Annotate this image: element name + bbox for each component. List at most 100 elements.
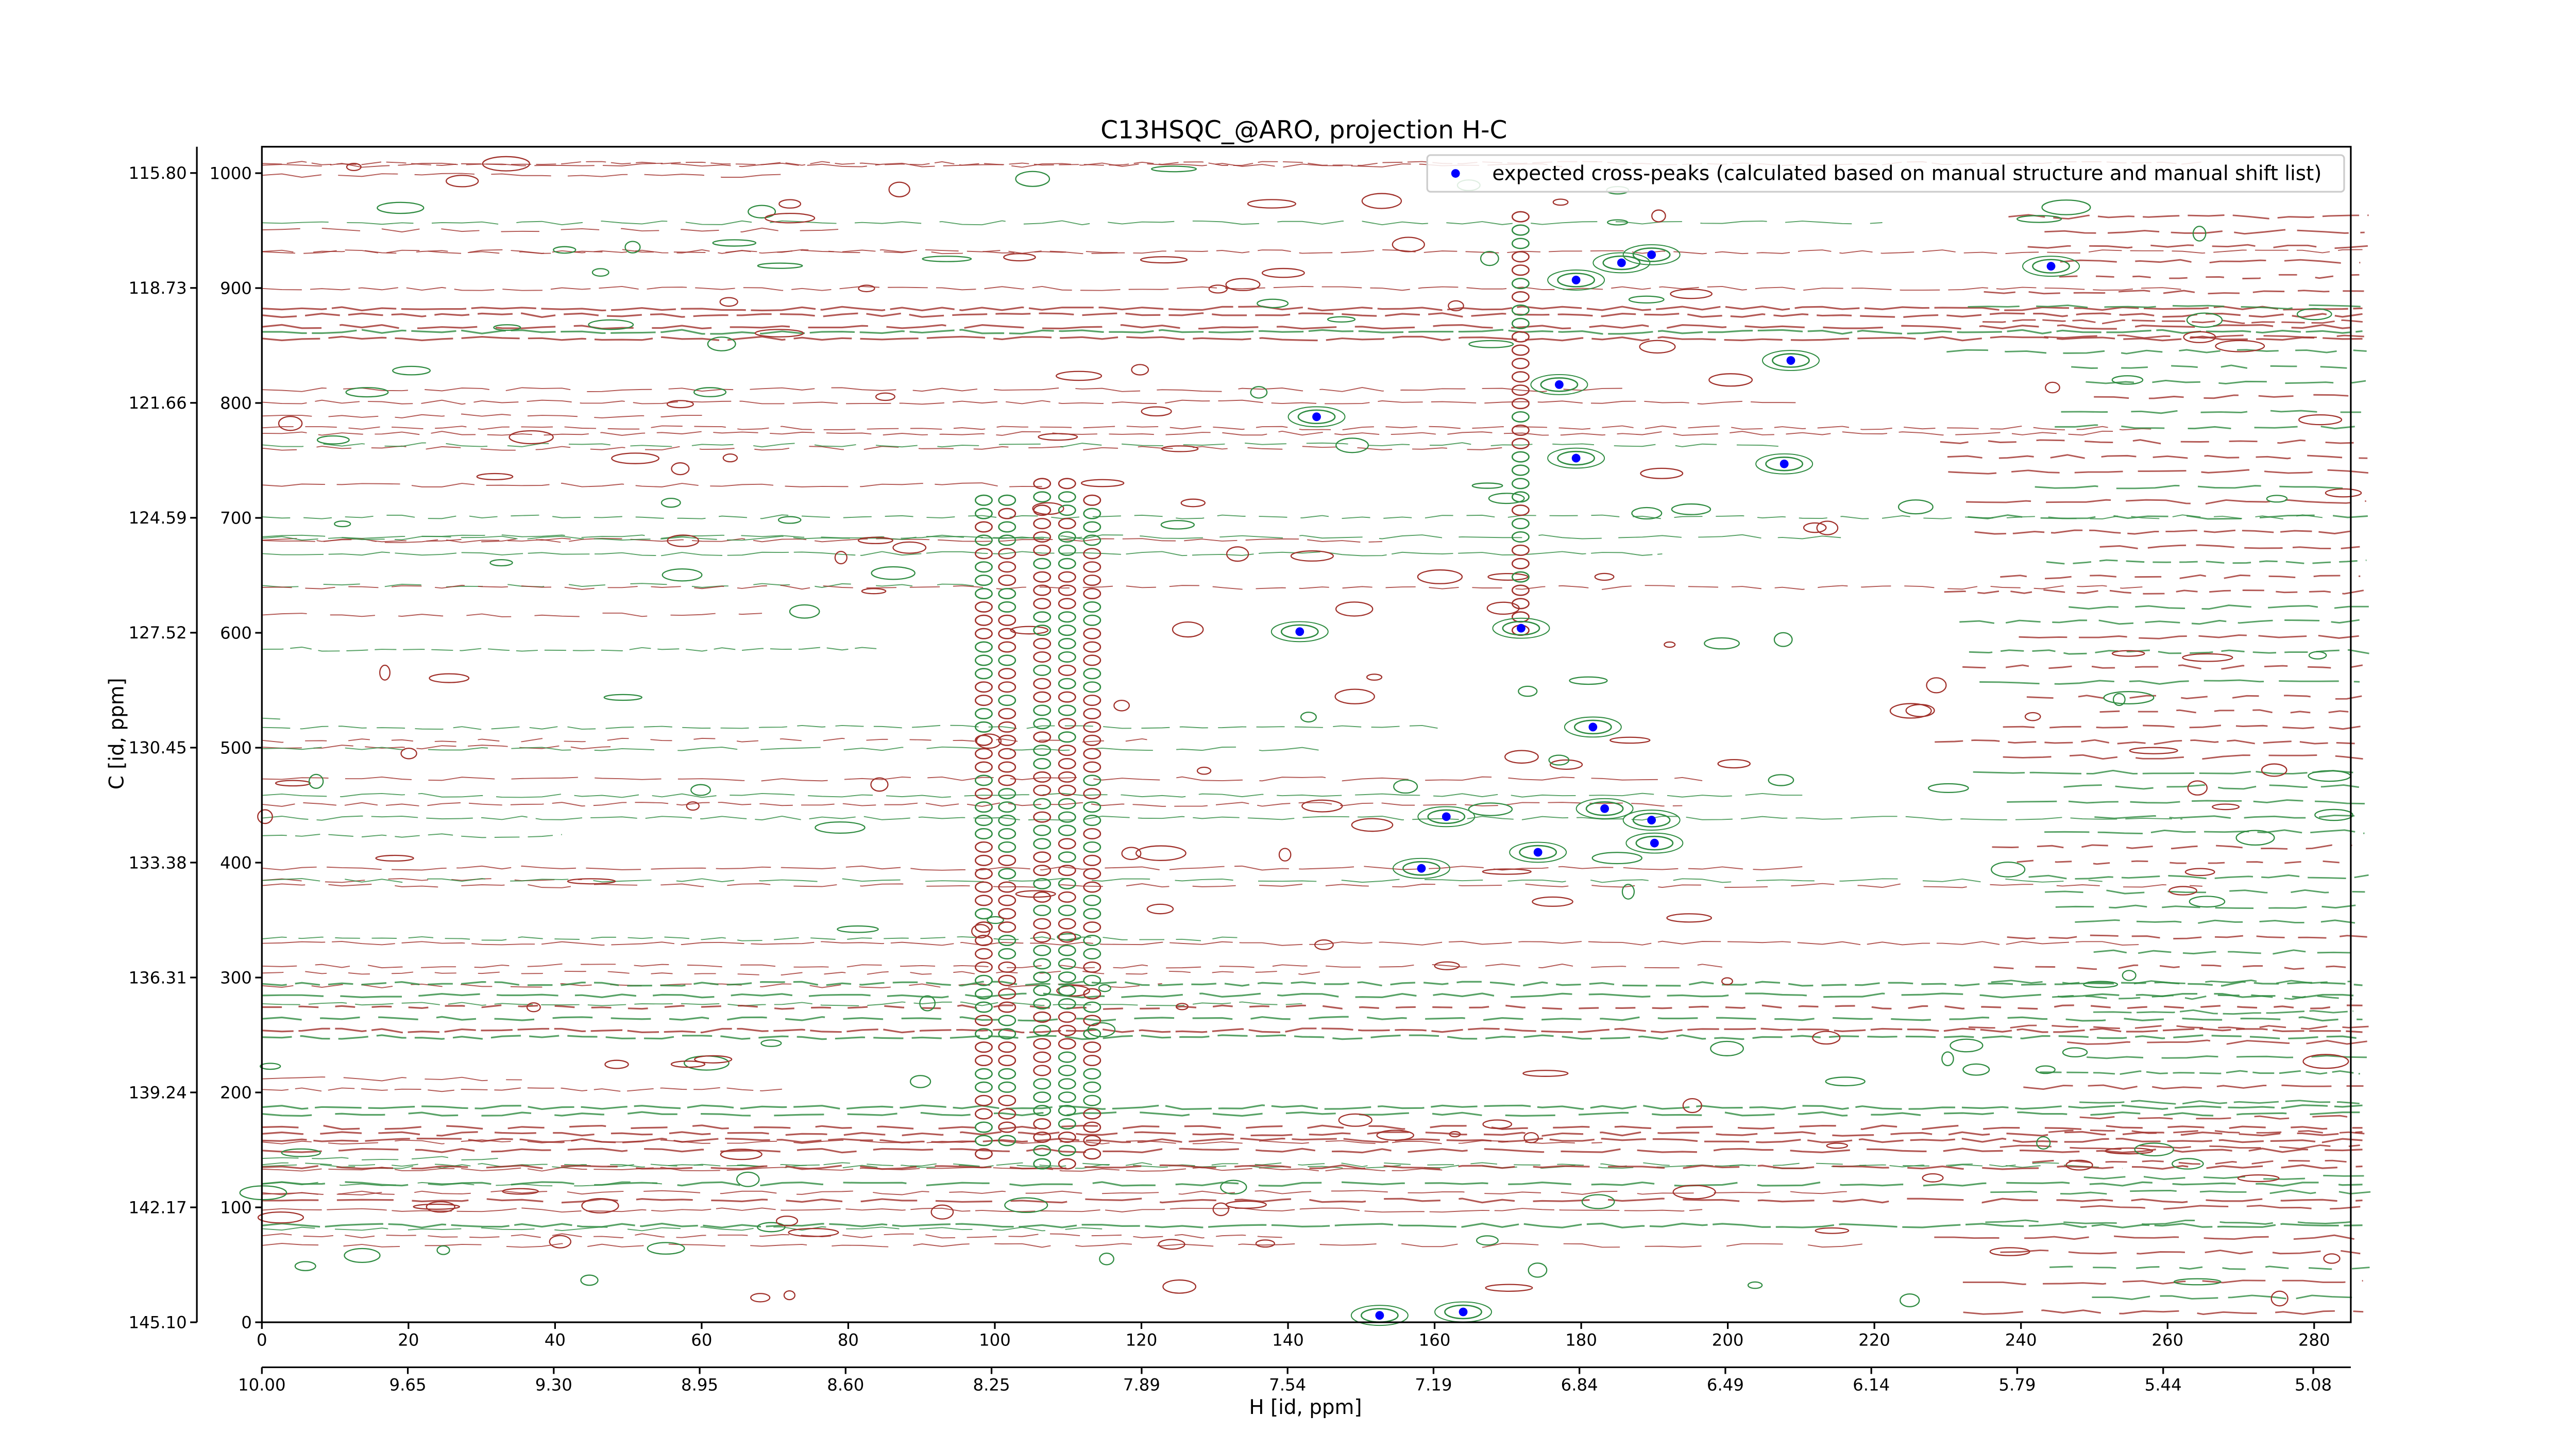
contour xyxy=(1033,798,1052,810)
contour xyxy=(262,802,1683,807)
peak-contour xyxy=(1632,247,1671,262)
contour xyxy=(1083,895,1101,906)
contour xyxy=(436,1245,450,1255)
legend-symbol xyxy=(1451,169,1460,178)
contour xyxy=(1033,678,1052,689)
contour xyxy=(2302,1054,2349,1069)
cross-peak xyxy=(1571,453,1581,463)
contour xyxy=(892,541,927,554)
contour xyxy=(998,881,1016,893)
contour xyxy=(1083,1108,1101,1120)
contour xyxy=(1947,454,2368,460)
contour xyxy=(1033,838,1052,850)
contour xyxy=(1511,411,1530,423)
x-tick-label: 60 xyxy=(691,1330,712,1350)
contour xyxy=(1639,340,1676,354)
contour xyxy=(1083,1001,1101,1013)
contour xyxy=(1640,467,1684,479)
contour xyxy=(998,534,1016,546)
contour xyxy=(974,1015,993,1026)
peak-contour xyxy=(1392,857,1450,879)
y2-tick-label: 133.38 xyxy=(129,853,187,872)
contour xyxy=(998,721,1016,733)
contour xyxy=(2308,770,2351,782)
contour xyxy=(476,473,514,481)
x2-tick-label: 6.49 xyxy=(1707,1375,1744,1395)
y2-tick-label: 118.73 xyxy=(129,278,187,298)
contour xyxy=(2067,1039,2367,1045)
y-tick-label: 700 xyxy=(220,508,252,528)
peak-contour xyxy=(1547,269,1605,291)
contour xyxy=(1982,319,2363,325)
y-tick-label: 100 xyxy=(220,1198,252,1217)
contour xyxy=(1058,958,1076,970)
plot-frame xyxy=(261,146,2352,1323)
contour xyxy=(1083,561,1101,573)
y-tick-label: 300 xyxy=(220,968,252,987)
contour xyxy=(1058,1051,1076,1063)
contour xyxy=(262,963,1723,969)
x-tick-label: 0 xyxy=(257,1330,267,1350)
contour xyxy=(1083,868,1101,880)
contour xyxy=(2129,747,2178,754)
contour xyxy=(2007,799,2367,805)
contour xyxy=(1033,945,1052,956)
contour xyxy=(1900,1293,1920,1307)
contour xyxy=(2086,379,2366,385)
contour xyxy=(1816,520,1839,535)
contour xyxy=(1058,971,1076,983)
contour xyxy=(974,988,993,1000)
contour xyxy=(262,1004,2363,1010)
contour xyxy=(1140,256,1188,264)
x-tick-label: 200 xyxy=(1712,1330,1744,1350)
contour xyxy=(1058,865,1076,877)
contour xyxy=(1468,340,1514,348)
contour xyxy=(2296,308,2332,321)
contour xyxy=(1033,1051,1052,1063)
contour xyxy=(1511,478,1530,490)
contour xyxy=(1033,1024,1052,1036)
contour xyxy=(757,1222,786,1233)
legend: expected cross-peaks (calculated based o… xyxy=(1426,154,2345,193)
contour xyxy=(1366,673,1383,681)
contour xyxy=(722,453,738,463)
contour xyxy=(1672,1185,1716,1200)
contour xyxy=(662,568,703,582)
contour xyxy=(1511,584,1530,596)
contour xyxy=(1083,828,1101,839)
contour xyxy=(308,773,324,789)
contour xyxy=(2044,334,2364,339)
contour xyxy=(1449,1131,1461,1138)
contour xyxy=(974,681,993,693)
contour xyxy=(1999,1144,2360,1150)
y-tick-label: 0 xyxy=(241,1312,252,1332)
contour xyxy=(974,748,993,760)
contour xyxy=(1922,1173,1944,1183)
contour xyxy=(262,1198,2363,1204)
x2-tick-label: 8.25 xyxy=(973,1375,1010,1395)
contour xyxy=(262,445,1502,451)
contour xyxy=(1278,848,1292,862)
contour xyxy=(922,256,972,262)
contour xyxy=(1962,1279,2363,1285)
contour xyxy=(974,761,993,773)
contour xyxy=(1058,704,1076,716)
contour xyxy=(1058,544,1076,556)
contour xyxy=(1033,931,1052,943)
contour xyxy=(2040,1070,2360,1075)
x2-tick-label: 8.60 xyxy=(827,1375,864,1395)
contour xyxy=(1934,1234,2354,1240)
contour xyxy=(1528,1262,1548,1278)
contour xyxy=(1058,904,1076,916)
contour xyxy=(754,329,804,338)
contour xyxy=(1083,988,1101,1000)
contour xyxy=(861,588,887,595)
contour xyxy=(777,516,802,524)
contour xyxy=(2045,381,2060,394)
contour xyxy=(1033,1091,1052,1103)
contour xyxy=(2134,1142,2174,1157)
contour xyxy=(1083,1028,1101,1040)
contour xyxy=(764,213,816,224)
contour xyxy=(262,442,1783,448)
contour xyxy=(974,628,993,639)
